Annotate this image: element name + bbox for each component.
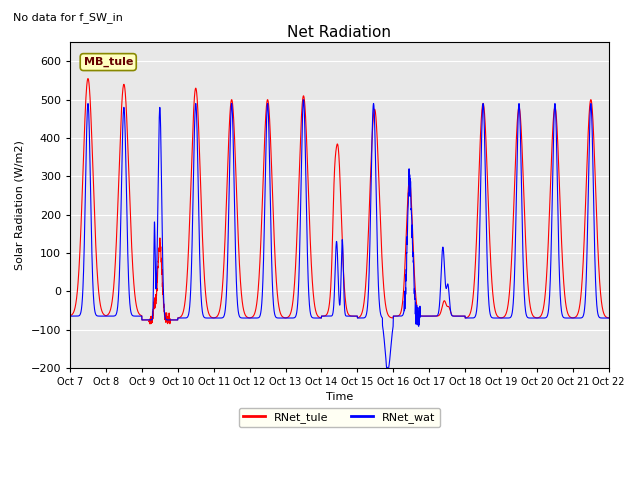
Text: No data for f_SW_in: No data for f_SW_in [13,12,123,23]
X-axis label: Time: Time [326,393,353,402]
Line: RNet_tule: RNet_tule [70,79,609,324]
RNet_tule [605,315,612,321]
Title: Net Radiation: Net Radiation [287,24,392,39]
RNet_tule [84,76,92,82]
RNet_wat [605,315,612,321]
RNet_tule [166,321,173,327]
Line: RNet_wat: RNet_wat [70,100,609,370]
RNet_wat [384,367,392,372]
RNet_wat [319,313,327,319]
RNet_wat [300,97,307,103]
RNet_wat [491,315,499,321]
RNet_wat [163,317,171,323]
RNet_wat [431,313,438,319]
RNet_tule [163,317,171,323]
RNet_tule [431,313,438,319]
RNet_tule [604,315,612,321]
RNet_tule [491,306,499,312]
Legend: RNet_tule, RNet_wat: RNet_tule, RNet_wat [239,408,440,427]
RNet_tule [67,313,74,319]
Y-axis label: Solar Radiation (W/m2): Solar Radiation (W/m2) [15,140,25,270]
RNet_tule [460,313,468,319]
RNet_wat [460,313,468,319]
RNet_wat [604,315,612,321]
RNet_wat [67,313,74,319]
RNet_tule [319,313,327,319]
Text: MB_tule: MB_tule [84,57,133,67]
